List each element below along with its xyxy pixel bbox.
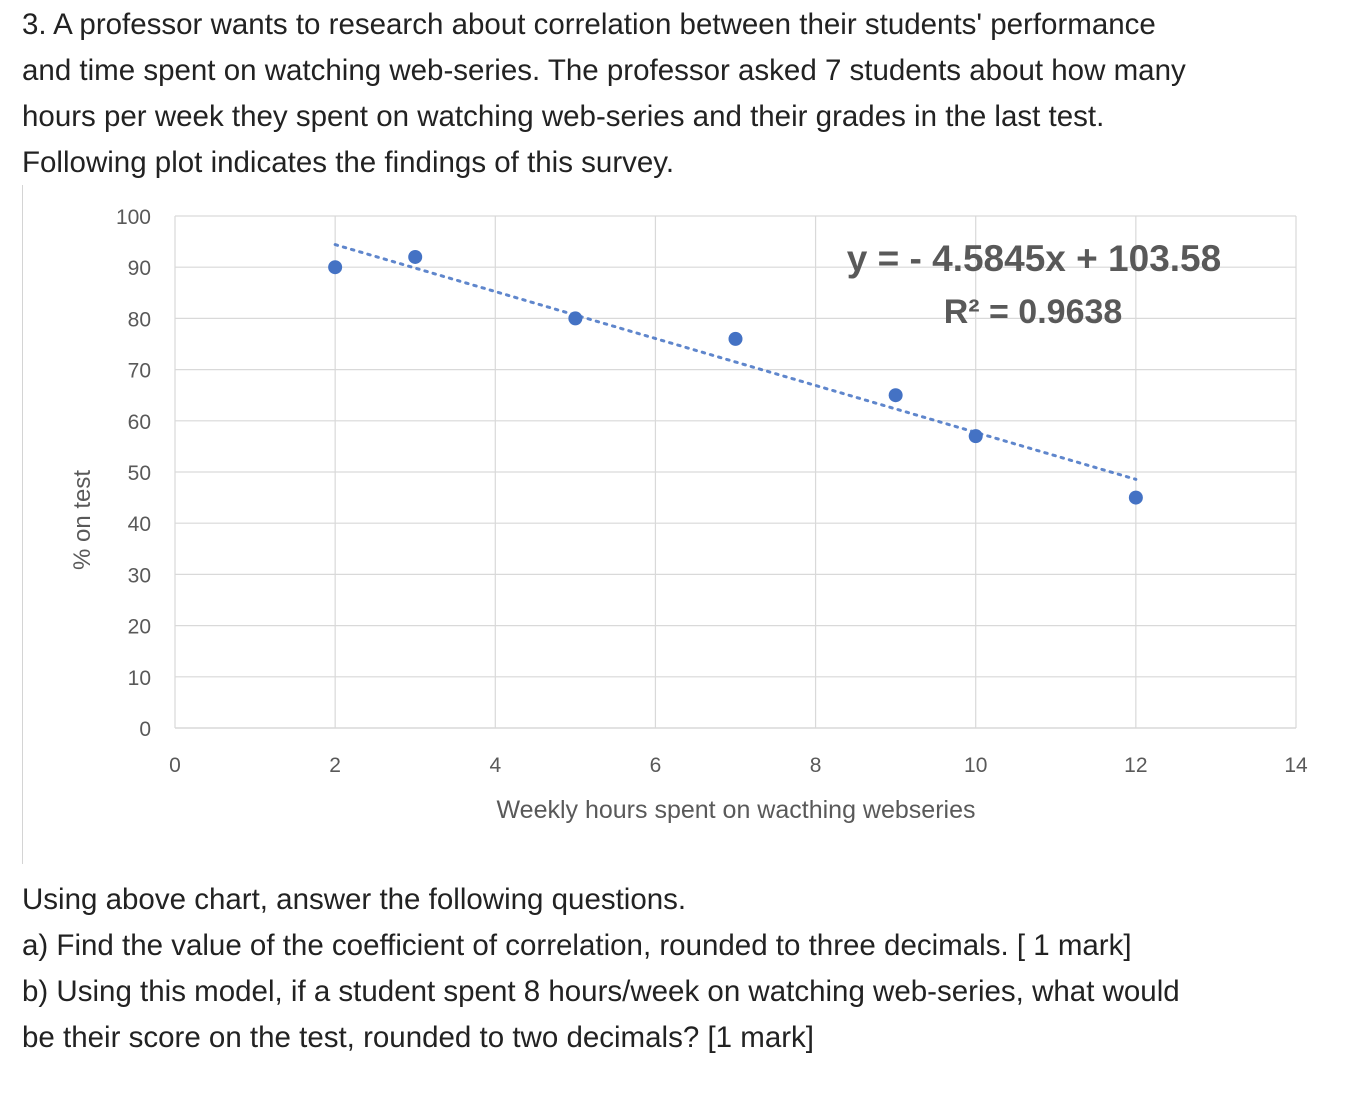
trendline-path [333, 243, 1138, 481]
x-tick-label: 14 [1284, 754, 1308, 777]
y-tick-label: 20 [128, 616, 151, 639]
data-point [568, 311, 583, 326]
intro-line-4: Following plot indicates the findings of… [22, 146, 675, 179]
y-tick-label: 0 [139, 718, 151, 741]
r-squared-label: R² = 0.9638 [944, 293, 1123, 331]
x-tick-label: 2 [329, 754, 341, 777]
data-point [408, 249, 423, 264]
question-b-line-2: be their score on the test, rounded to t… [22, 1021, 814, 1054]
y-tick-label: 30 [128, 564, 151, 587]
x-tick-label: 10 [964, 754, 987, 777]
trendline-equation: y = - 4.5845x + 103.58 [847, 238, 1221, 279]
data-point [728, 331, 743, 346]
y-tick-label: 40 [128, 513, 151, 536]
intro-line-3: hours per week they spent on watching we… [22, 100, 1105, 133]
questions-heading: Using above chart, answer the following … [22, 883, 687, 916]
y-tick-label: 10 [128, 667, 151, 690]
data-point [888, 388, 903, 403]
y-tick-label: 90 [128, 257, 151, 280]
data-points [328, 249, 1143, 505]
x-tick-label: 0 [169, 754, 181, 777]
y-tick-label: 100 [116, 206, 151, 229]
y-tick-label: 70 [128, 360, 151, 383]
question-intro: 3. A professor wants to research about c… [22, 2, 1186, 186]
question-b-line-1: b) Using this model, if a student spent … [22, 975, 1180, 1008]
axis-ticks: 0 10 20 30 40 50 60 70 80 90 100 0 2 4 6 8 10 12 14 [116, 206, 1308, 777]
question-a: a) Find the value of the coefficient of … [22, 929, 1132, 962]
question-parts: Using above chart, answer the following … [22, 877, 1180, 1061]
data-point [328, 260, 343, 275]
y-tick-label: 80 [128, 308, 151, 331]
chart-canvas: 0 10 20 30 40 50 60 70 80 90 100 0 2 4 6 8 10 12 14 % on t… [69, 206, 1308, 824]
x-tick-label: 4 [489, 754, 501, 777]
y-tick-label: 60 [128, 411, 151, 434]
y-axis-label: % on test [69, 470, 96, 570]
trendline [333, 243, 1138, 481]
y-tick-label: 50 [128, 462, 151, 485]
gridlines [174, 215, 1297, 729]
data-point [1128, 490, 1143, 505]
chart-border [22, 185, 23, 864]
x-tick-label: 6 [650, 754, 662, 777]
x-axis-label: Weekly hours spent on wacthing webseries [497, 796, 976, 824]
intro-line-1: 3. A professor wants to research about c… [22, 8, 1156, 41]
x-tick-label: 12 [1124, 754, 1147, 777]
x-tick-label: 8 [810, 754, 822, 777]
intro-line-2: and time spent on watching web-series. T… [22, 54, 1186, 87]
data-point [968, 429, 983, 444]
scatter-chart: 0 10 20 30 40 50 60 70 80 90 100 0 2 4 6 8 10 12 14 % on t… [22, 185, 1312, 865]
